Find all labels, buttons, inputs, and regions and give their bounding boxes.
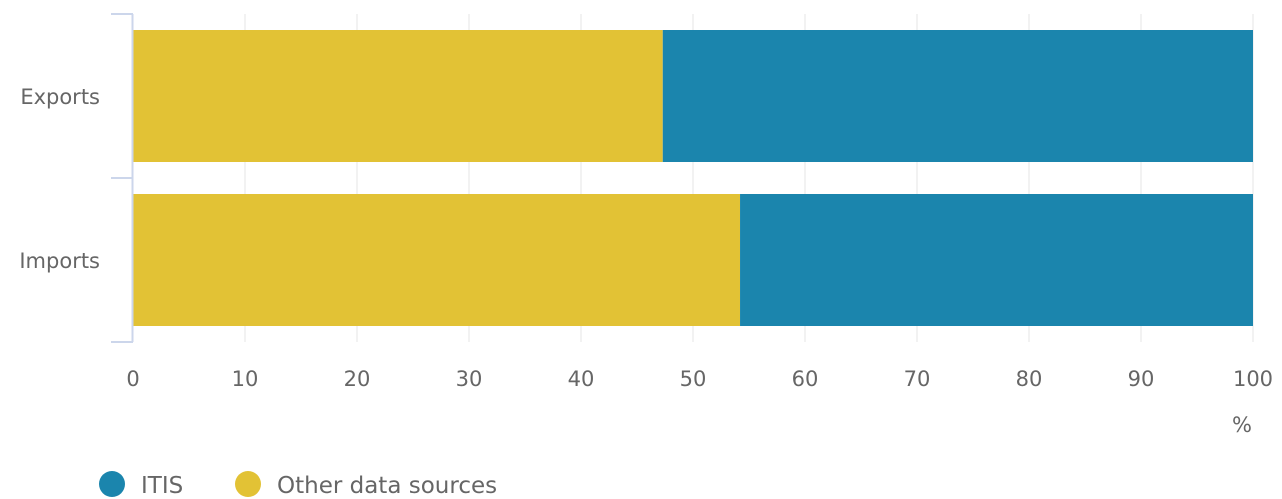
- x-tick-label-60: 60: [792, 367, 819, 391]
- x-tick-label-70: 70: [904, 367, 931, 391]
- bars: [133, 30, 1253, 326]
- legend-marker-itis: [99, 471, 125, 497]
- legend-label-itis: ITIS: [141, 473, 183, 499]
- x-tick-label-30: 30: [456, 367, 483, 391]
- x-tick-labels: 0 10 20 30 40 50 60 70 80 90 100: [126, 367, 1273, 391]
- legend: ITIS Other data sources: [99, 471, 497, 499]
- x-tick-label-50: 50: [680, 367, 707, 391]
- x-tick-label-90: 90: [1128, 367, 1155, 391]
- category-label-imports: Imports: [19, 249, 100, 273]
- bar-imports-itis: [740, 194, 1253, 326]
- bar-imports-other-data-sources: [133, 194, 741, 326]
- x-tick-label-80: 80: [1016, 367, 1043, 391]
- legend-label-other-data-sources: Other data sources: [277, 473, 497, 499]
- bar-exports-other-data-sources: [133, 30, 663, 162]
- x-tick-label-20: 20: [344, 367, 371, 391]
- x-tick-label-10: 10: [232, 367, 259, 391]
- category-axis: Exports Imports: [19, 13, 134, 343]
- x-unit-label: %: [1232, 413, 1252, 437]
- legend-marker-other-data-sources: [235, 471, 261, 497]
- bar-exports-itis: [662, 30, 1253, 162]
- x-tick-label-100: 100: [1233, 367, 1273, 391]
- category-label-exports: Exports: [20, 85, 100, 109]
- x-tick-label-40: 40: [568, 367, 595, 391]
- x-tick-label-0: 0: [126, 367, 139, 391]
